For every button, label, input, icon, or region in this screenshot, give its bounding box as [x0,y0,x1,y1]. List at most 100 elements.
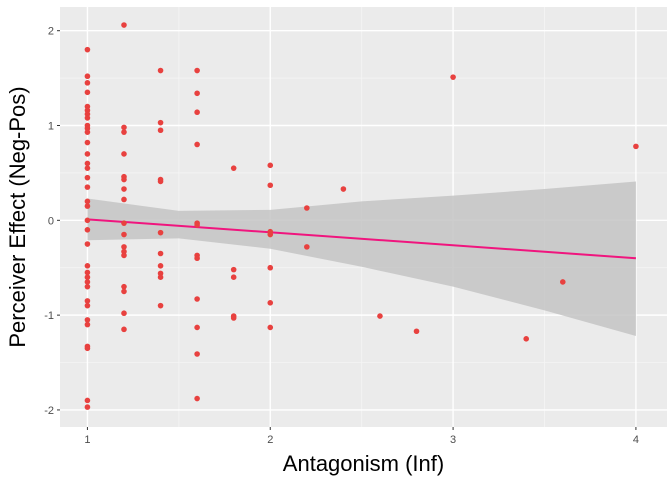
data-point [84,139,91,146]
data-point [121,220,127,226]
data-point [230,165,237,171]
data-point [84,89,91,96]
data-point [84,241,91,247]
data-point [84,302,91,309]
data-point [157,127,164,134]
data-point [340,186,347,192]
data-point [84,80,91,86]
data-point [450,74,456,80]
data-point [84,160,91,167]
data-point [267,300,274,306]
x-axis-title: Antagonism (Inf) [283,451,444,476]
data-point [84,129,91,135]
y-axis-ticks: -2 -1 0 1 2 [44,26,60,417]
data-point [121,283,127,290]
data-points [84,22,639,410]
data-point [194,222,200,228]
data-point [230,266,237,273]
data-point [523,336,530,342]
data-point [230,315,237,321]
data-point [121,244,127,250]
data-point [84,115,91,121]
data-point [84,404,91,410]
data-point [121,326,127,333]
data-point [194,90,200,97]
data-point [84,269,91,276]
data-point [304,205,310,211]
data-point [559,279,566,285]
data-point [121,196,127,203]
data-point [84,73,91,80]
data-point [121,151,127,157]
data-point [84,203,91,209]
data-point [194,324,200,331]
regression-line [87,218,636,260]
data-point [84,283,91,290]
data-point [84,217,91,224]
data-point [267,231,274,238]
data-point [194,67,200,74]
data-point [194,395,200,402]
data-point [121,186,127,192]
data-point [267,264,274,271]
data-point [194,255,200,262]
data-point [413,328,420,335]
data-point [84,198,91,205]
data-point [121,288,127,295]
data-point [84,174,91,181]
data-point [84,279,91,285]
data-point [157,302,164,309]
data-point [157,229,164,236]
data-point [121,124,127,131]
y-tick-label: 2 [48,26,54,38]
data-point [84,321,91,328]
data-point [121,129,127,135]
x-tick-label: 2 [267,434,273,446]
y-tick-label: 1 [48,121,54,133]
data-point [84,298,91,304]
data-point [633,143,639,150]
data-point [84,397,91,404]
y-tick-label: -2 [44,405,54,417]
data-point [157,263,164,269]
data-point [304,244,310,250]
data-point [157,178,164,185]
y-tick-label: 0 [48,215,54,227]
y-axis-title: Perceiver Effect (Neg-Pos) [5,86,30,347]
data-point [194,351,200,357]
data-point [84,274,91,281]
data-point [84,345,91,352]
data-point [121,176,127,183]
data-point [267,324,274,331]
x-axis-ticks: 1 2 3 4 [84,427,639,446]
data-point [121,310,127,317]
y-tick-label: -1 [44,310,54,322]
confidence-band [87,181,636,336]
data-point [84,317,91,323]
data-point [121,22,127,28]
data-point [84,46,91,53]
x-tick-label: 3 [450,434,456,446]
data-point [267,162,274,169]
x-tick-label: 1 [84,434,90,446]
data-point [194,109,200,116]
data-point [157,67,164,74]
data-point [194,141,200,148]
data-point [121,231,127,238]
data-point [267,182,274,189]
data-point [157,274,164,281]
confidence-band-layer [87,181,636,336]
data-point [230,274,237,281]
data-point [84,151,91,157]
data-point [194,296,200,302]
data-point [157,250,164,257]
data-point [84,184,91,190]
data-point [84,226,91,233]
data-point [84,263,91,269]
data-point [84,165,91,171]
data-point [377,313,383,319]
data-point [121,252,127,259]
x-tick-label: 4 [633,434,639,446]
data-point [157,119,164,126]
